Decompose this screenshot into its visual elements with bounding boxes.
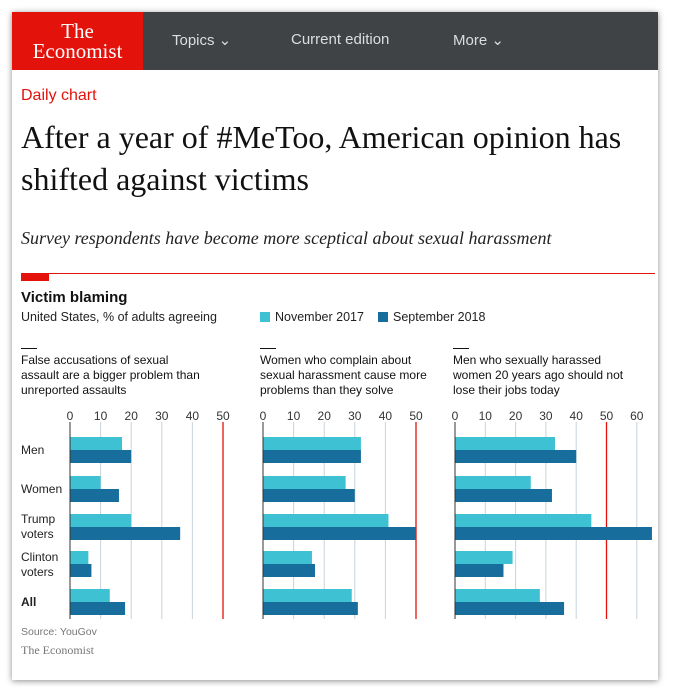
bar-sep2018 [70,489,119,502]
tick-label: 50 [600,409,614,423]
row-label-men: Men [21,443,45,457]
tick-label: 30 [348,409,362,423]
tick-label: 40 [570,409,584,423]
red-tag [21,273,49,281]
divider [21,273,655,274]
bar-nov2017 [263,476,346,489]
row-label-clinton: Clinton voters [21,550,59,579]
nav-current-edition[interactable]: Current edition [291,31,390,48]
bar-nov2017 [70,551,89,564]
bar-sep2018 [455,602,565,615]
tick-label: 40 [186,409,200,423]
bar-nov2017 [70,476,101,489]
bar-charts: 0 10 20 30 40 50 0 10 20 30 40 50 0 10 20 30 40 50 60 [67,409,652,619]
bar-sep2018 [455,564,504,577]
bar-sep2018 [263,564,316,577]
bar-sep2018 [263,602,358,615]
source-note: Source: YouGov [21,626,97,638]
bar-nov2017 [263,514,389,527]
tick-label: 30 [539,409,553,423]
panel-title-1: False accusations of sexual assault are … [21,348,206,398]
bar-sep2018 [263,489,355,502]
bar-sep2018 [455,489,552,502]
bar-sep2018 [70,450,132,463]
tick-label: 0 [452,409,459,423]
tick-label: 0 [260,409,267,423]
bar-sep2018 [70,564,92,577]
tick-label: 10 [479,409,493,423]
bar-sep2018 [70,602,126,615]
tick-label: 10 [287,409,301,423]
bar-sep2018 [263,450,361,463]
chart-title: Victim blaming [21,289,128,306]
row-label-women: Women [21,482,63,496]
row-label-trump: Trump voters [21,512,56,541]
bar-nov2017 [70,514,132,527]
panel-title-2: Women who complain about sexual harassme… [260,348,445,398]
bar-sep2018 [263,527,416,540]
tick-label: 20 [509,409,523,423]
bar-nov2017 [263,589,352,602]
headline: After a year of #MeToo, American opinion… [21,119,622,197]
bar-nov2017 [70,437,123,450]
chart-subtitle: United States, % of adults agreeing [21,310,217,324]
bar-nov2017 [70,589,110,602]
bar-nov2017 [455,476,531,489]
legend-item-nov2017: November 2017 [260,310,364,324]
tick-label: 50 [216,409,230,423]
top-nav: The Economist Topics ⌄ Current edition Mo… [12,12,658,70]
economist-logo[interactable]: The Economist [12,12,143,70]
tick-label: 20 [125,409,139,423]
legend-item-sep2018: September 2018 [378,310,485,324]
brand-footer: The Economist [21,643,94,657]
row-label-all: All [21,595,37,609]
nav-topics[interactable]: Topics ⌄ [172,32,232,49]
subheadline: Survey respondents have become more scep… [21,228,552,248]
tick-label: 40 [379,409,393,423]
tick-label: 0 [67,409,74,423]
tick-label: 20 [318,409,332,423]
bar-nov2017 [263,437,361,450]
bar-nov2017 [455,514,592,527]
panel-title-3: Men who sexually harassed women 20 years… [453,348,638,398]
bar-nov2017 [263,551,312,564]
tick-label: 30 [155,409,169,423]
tick-label: 10 [94,409,108,423]
article-card: The Economist Topics ⌄ Current edition Mo… [12,12,658,680]
bar-sep2018 [70,527,181,540]
tick-label: 50 [409,409,423,423]
bar-nov2017 [455,551,513,564]
bar-sep2018 [455,450,577,463]
nav-more[interactable]: More ⌄ [453,32,504,49]
bar-nov2017 [455,437,555,450]
bar-nov2017 [455,589,540,602]
tick-label: 60 [630,409,644,423]
bar-sep2018 [455,527,652,540]
kicker[interactable]: Daily chart [21,87,97,104]
